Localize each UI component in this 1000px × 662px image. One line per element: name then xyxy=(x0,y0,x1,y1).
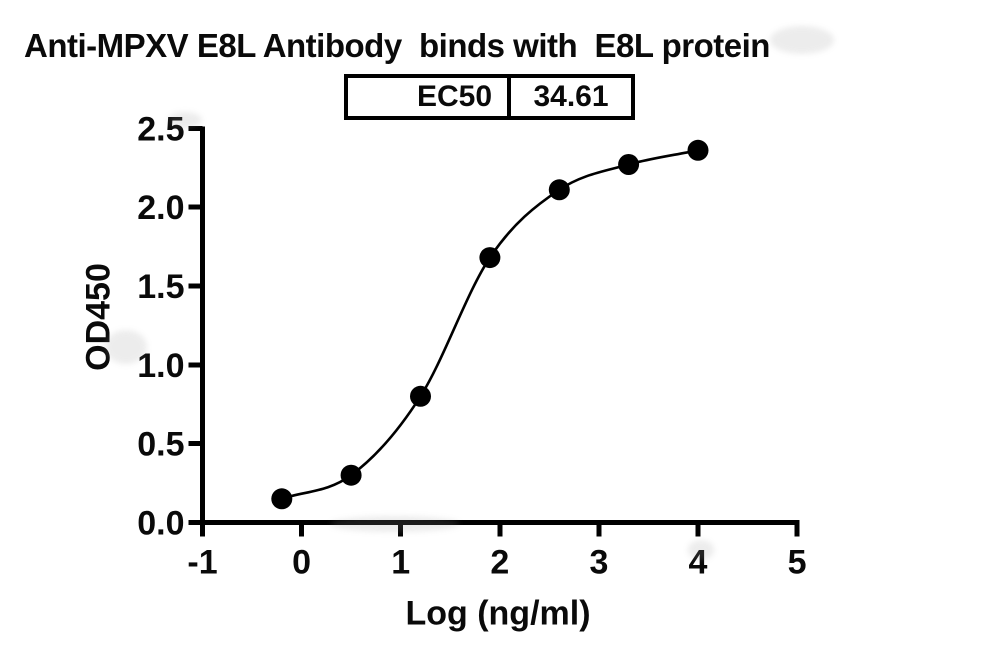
fit-curve xyxy=(280,149,700,501)
x-tick-label: 2 xyxy=(490,544,509,582)
x-tick-label: 5 xyxy=(788,544,807,582)
data-point-marker xyxy=(410,385,431,407)
y-axis-label: OD450 xyxy=(79,263,118,371)
x-axis-label: Log (ng/ml) xyxy=(405,594,591,633)
y-tick-label: 2.0 xyxy=(137,189,184,227)
data-point-marker xyxy=(618,154,640,175)
chart-title: Anti-MPXV E8L Antibody binds with E8L pr… xyxy=(24,27,770,64)
x-tick-label: 3 xyxy=(589,544,608,582)
data-point-marker xyxy=(687,139,709,161)
ec50-annotation-table: EC50 34.61 xyxy=(344,74,635,120)
y-tick-label: 1.5 xyxy=(137,268,184,306)
ec50-table-label-cell: EC50 xyxy=(348,78,511,116)
y-tick-label: 1.0 xyxy=(137,347,184,385)
data-point-marker xyxy=(340,464,362,486)
y-tick-label: 0.5 xyxy=(137,426,184,464)
x-tick-label: 4 xyxy=(689,544,708,582)
x-tick-label: 0 xyxy=(292,544,311,582)
data-point-marker xyxy=(271,488,293,510)
data-point-marker xyxy=(548,179,570,201)
ec50-table-value-cell: 34.61 xyxy=(533,80,609,113)
x-tick-label: 1 xyxy=(391,544,410,582)
y-tick-label: 2.5 xyxy=(137,110,184,148)
data-point-marker xyxy=(479,247,501,269)
x-tick-label: -1 xyxy=(187,544,217,582)
y-tick-label: 0.0 xyxy=(137,505,184,543)
